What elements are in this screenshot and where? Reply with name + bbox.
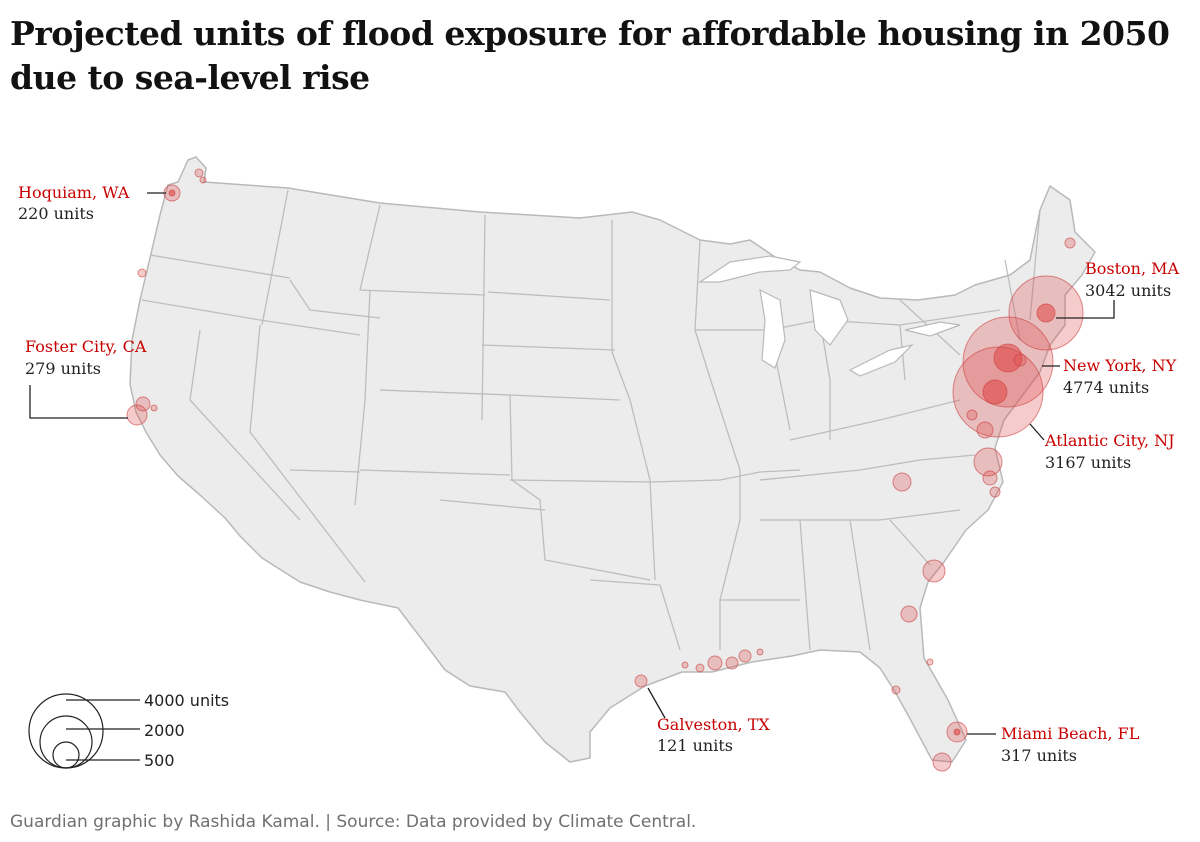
label-boston-units: 3042 units [1085, 281, 1171, 300]
label-foster-city-units: 279 units [25, 359, 101, 378]
label-miami-beach-units: 317 units [1001, 746, 1077, 765]
bubble-foster-city-b [135, 396, 151, 412]
label-boston-name: Boston, MA [1085, 259, 1180, 278]
bubble-boston-core [1036, 303, 1056, 323]
bubble-virginia-b [973, 447, 1003, 477]
bubble-hoquiam-core [168, 189, 176, 197]
bubble-new-york-core [993, 343, 1023, 373]
lake-erie [848, 343, 914, 377]
bubble-puget-a [194, 168, 204, 178]
bubble-gulf-f [681, 661, 689, 669]
bubble-foster-city [126, 404, 148, 426]
bubble-virginia-d [892, 472, 912, 492]
bubble-nc-a [989, 486, 1001, 498]
bubble-gulf-b [725, 656, 739, 670]
us-map: Hoquiam, WA 220 units Foster City, CA 27… [18, 156, 1180, 772]
bubble-gulf-d [695, 663, 705, 673]
title-line-1: Projected units of flood exposure for af… [10, 14, 1170, 53]
bubble-puget-b [199, 176, 207, 184]
source-credit: Guardian graphic by Rashida Kamal. | Sou… [10, 812, 697, 832]
label-new-york-name: New York, NY [1063, 356, 1177, 375]
label-miami-beach-name: Miami Beach, FL [1001, 724, 1140, 743]
bubble-gulf-a [707, 655, 723, 671]
label-hoquiam-name: Hoquiam, WA [18, 183, 130, 202]
leader-galveston [647, 687, 666, 719]
label-new-york-units: 4774 units [1063, 378, 1149, 397]
bubble-gulf-c [738, 649, 752, 663]
leader-foster-city [29, 385, 128, 419]
label-atlantic-city-units: 3167 units [1045, 453, 1131, 472]
label-atlantic-city-name: Atlantic City, NJ [1044, 431, 1175, 450]
bubble-northeast-c [1013, 353, 1027, 367]
bubble-gulf-e [756, 648, 764, 656]
city-labels: Hoquiam, WA 220 units Foster City, CA 27… [18, 183, 1180, 765]
lake-ontario [904, 321, 961, 337]
leader-boston [1056, 300, 1115, 319]
bubble-galveston [634, 674, 648, 688]
legend-circle-500 [52, 741, 80, 769]
bubble-foster-city-c [150, 404, 158, 412]
lake-huron [809, 289, 849, 346]
bubbles [126, 168, 1084, 772]
bubble-oregon [137, 268, 147, 278]
great-lakes [698, 255, 961, 377]
bubble-fl-b [891, 685, 901, 695]
legend-label-500: 500 [144, 751, 175, 770]
lake-superior [698, 255, 802, 283]
lake-michigan [759, 288, 786, 369]
bubble-ga [900, 605, 918, 623]
bubble-fl-a [926, 658, 934, 666]
legend-circle-4000 [28, 693, 104, 769]
bubble-keys [932, 752, 952, 772]
title-line-2: due to sea-level rise [10, 58, 370, 97]
chart-title: Projected units of flood exposure for af… [10, 12, 1190, 100]
bubble-northeast-a [1064, 237, 1076, 249]
label-hoquiam-units: 220 units [18, 204, 94, 223]
legend-label-2000: 2000 [144, 721, 185, 740]
bubble-virginia-c [982, 470, 998, 486]
label-galveston-name: Galveston, TX [657, 715, 770, 734]
bubble-atlantic-city-core [982, 379, 1008, 405]
label-galveston-units: 121 units [657, 736, 733, 755]
bubble-miami-core [953, 728, 961, 736]
bubble-virginia-a [976, 421, 994, 439]
leader-lines [29, 192, 1115, 735]
us-landmass [129, 156, 1096, 763]
legend-label-4000: 4000 units [144, 691, 229, 710]
leader-atlantic-city [1029, 423, 1045, 441]
bubble-northeast-b [966, 409, 978, 421]
bubble-sc [922, 559, 946, 583]
size-legend: 4000 units 2000 500 [28, 691, 229, 770]
label-foster-city-name: Foster City, CA [25, 337, 147, 356]
